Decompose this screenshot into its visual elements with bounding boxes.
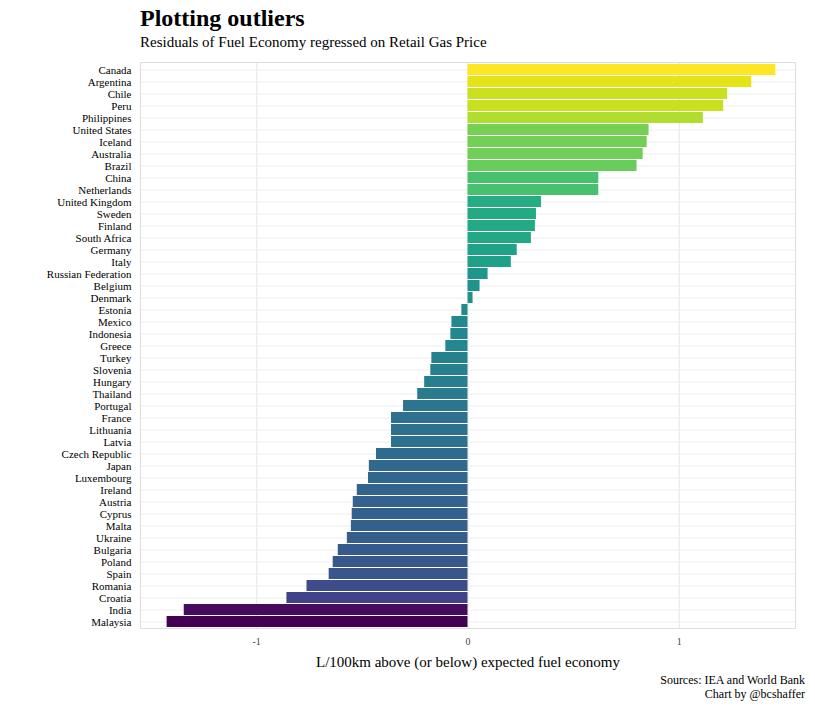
svg-text:China: China (105, 172, 131, 184)
svg-text:Argentina: Argentina (88, 76, 132, 88)
svg-text:Croatia: Croatia (99, 592, 131, 604)
svg-text:Finland: Finland (98, 220, 132, 232)
svg-text:Chile: Chile (108, 88, 132, 100)
svg-text:Spain: Spain (106, 568, 132, 580)
svg-text:Malta: Malta (106, 520, 132, 532)
svg-text:Cyprus: Cyprus (100, 508, 132, 520)
html-text:Plotting outliers: Plotting outliers (140, 5, 305, 31)
svg-text:United Kingdom: United Kingdom (57, 196, 132, 208)
svg-text:-1: -1 (253, 636, 261, 647)
html-text:Sources: IEA and World Bank: Sources: IEA and World Bank (660, 673, 805, 687)
svg-text:Hungary: Hungary (93, 376, 132, 388)
svg-text:L/100km above (or below) expec: L/100km above (or below) expected fuel e… (316, 654, 621, 671)
svg-text:Mexico: Mexico (98, 316, 132, 328)
svg-text:Slovenia: Slovenia (93, 364, 132, 376)
svg-text:Netherlands: Netherlands (78, 184, 131, 196)
svg-text:Czech Republic: Czech Republic (62, 448, 132, 460)
svg-text:1: 1 (677, 636, 682, 647)
svg-text:Romania: Romania (92, 580, 132, 592)
svg-text:Malaysia: Malaysia (91, 616, 131, 628)
svg-text:Thailand: Thailand (92, 388, 132, 400)
svg-text:0: 0 (466, 636, 471, 647)
svg-text:Ireland: Ireland (100, 484, 132, 496)
svg-text:Peru: Peru (111, 100, 132, 112)
svg-text:Sweden: Sweden (97, 208, 132, 220)
svg-text:Luxembourg: Luxembourg (75, 472, 132, 484)
svg-text:United States: United States (73, 124, 132, 136)
html-text:Residuals of Fuel Economy regr: Residuals of Fuel Economy regressed on R… (140, 34, 487, 50)
svg-text:Belgium: Belgium (94, 280, 132, 292)
svg-text:France: France (102, 412, 132, 424)
svg-text:Denmark: Denmark (91, 292, 132, 304)
svg-text:Germany: Germany (91, 244, 132, 256)
svg-text:Portugal: Portugal (94, 400, 131, 412)
svg-text:Ukraine: Ukraine (96, 532, 132, 544)
svg-text:South Africa: South Africa (76, 232, 132, 244)
svg-text:Turkey: Turkey (100, 352, 132, 364)
svg-text:Estonia: Estonia (99, 304, 132, 316)
svg-text:Poland: Poland (101, 556, 132, 568)
svg-text:Canada: Canada (99, 64, 132, 76)
html-text:Chart by @bcshaffer: Chart by @bcshaffer (704, 687, 805, 701)
svg-text:Philippines: Philippines (82, 112, 132, 124)
svg-text:Australia: Australia (91, 148, 131, 160)
svg-text:Austria: Austria (99, 496, 132, 508)
svg-text:Russian Federation: Russian Federation (47, 268, 132, 280)
svg-text:Iceland: Iceland (99, 136, 132, 148)
svg-text:Latvia: Latvia (103, 436, 131, 448)
svg-text:Japan: Japan (106, 460, 132, 472)
svg-text:Lithuania: Lithuania (89, 424, 131, 436)
svg-text:India: India (109, 604, 132, 616)
svg-text:Italy: Italy (111, 256, 132, 268)
svg-text:Bulgaria: Bulgaria (94, 544, 132, 556)
svg-text:Indonesia: Indonesia (89, 328, 132, 340)
svg-text:Greece: Greece (100, 340, 131, 352)
svg-text:Brazil: Brazil (105, 160, 132, 172)
